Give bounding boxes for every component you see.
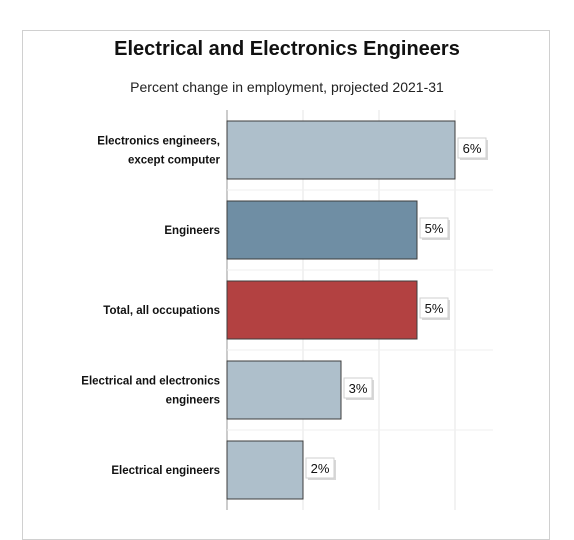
bar [226,440,304,500]
category-label: engineers [166,395,220,407]
value-label: 3% [349,381,368,396]
value-label-box [343,377,373,399]
bar [226,120,456,180]
bar [226,200,418,260]
category-label: except computer [128,155,221,167]
bar [226,360,342,420]
bars [226,120,456,500]
category-label: Electrical engineers [111,465,220,477]
value-label: 2% [311,461,330,476]
chart-subtitle: Percent change in employment, projected … [130,79,444,95]
category-label: Electronics engineers, [97,136,220,148]
value-label: 6% [463,141,482,156]
value-label-box [305,457,335,479]
chart-title: Electrical and Electronics Engineers [114,38,460,60]
category-label: Total, all occupations [103,305,220,317]
value-label-box [419,297,449,319]
category-label: Electrical and electronics [81,376,220,388]
category-label: Engineers [164,225,220,237]
labels: 6% Electronics engineers, except computer 5… [81,136,488,480]
value-label: 5% [425,221,444,236]
bar [226,280,418,340]
value-label-box [457,137,487,159]
value-label-box [419,217,449,239]
value-label: 5% [425,301,444,316]
